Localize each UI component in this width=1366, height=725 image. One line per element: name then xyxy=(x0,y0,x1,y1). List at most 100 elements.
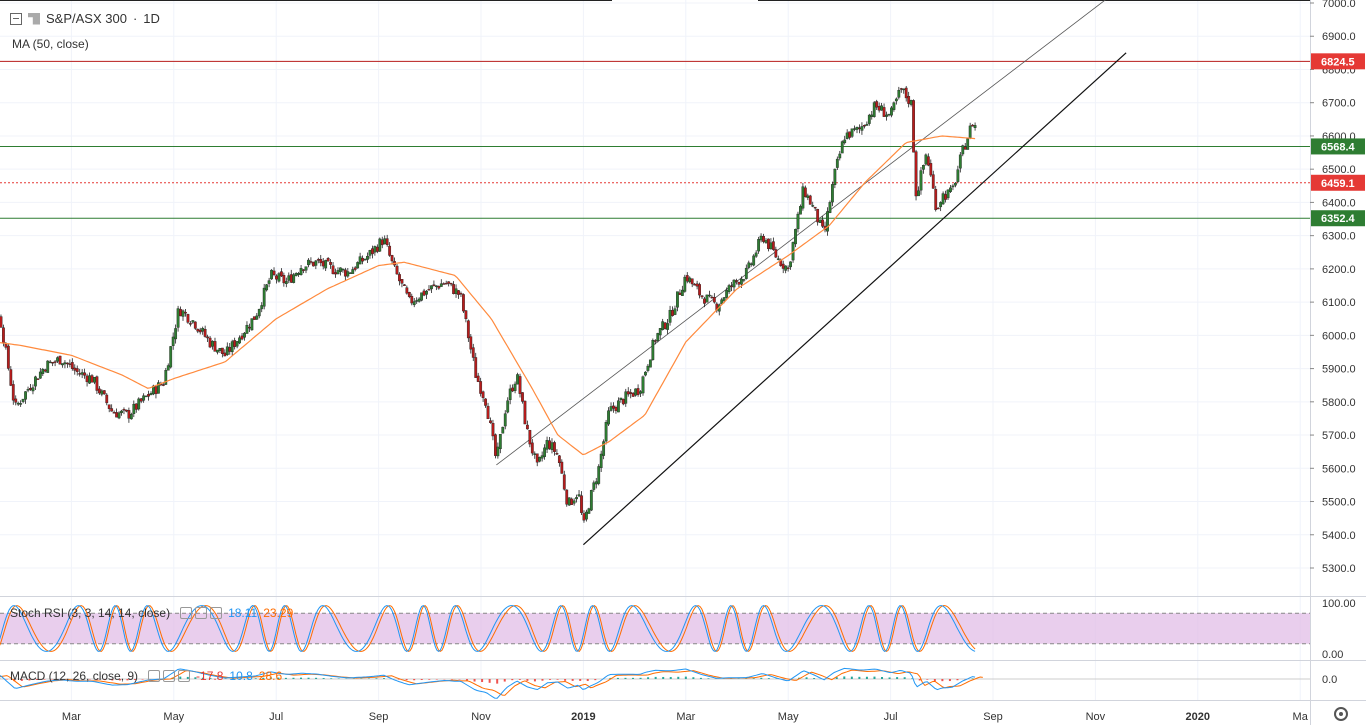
macd-label[interactable]: MACD (12, 26, close, 9) xyxy=(10,669,139,683)
candle-body xyxy=(331,265,335,275)
candle-body xyxy=(602,441,606,456)
macd-hist-bar xyxy=(699,677,702,679)
time-tick-label: Nov xyxy=(471,711,491,723)
candle-body xyxy=(447,281,451,284)
candle-body xyxy=(619,397,623,400)
candle-body xyxy=(21,398,25,402)
candle-body xyxy=(255,315,259,320)
candle-body xyxy=(922,164,925,170)
candle-body xyxy=(280,271,283,277)
candle-body xyxy=(811,205,815,207)
candle-body xyxy=(93,377,96,383)
channel-lower-line xyxy=(582,52,1127,546)
stoch-label[interactable]: Stoch RSI (3, 3, 14, 14, close) xyxy=(10,606,171,620)
time-tick-label: Jul xyxy=(884,711,898,723)
ma-label[interactable]: MA (50, close) xyxy=(12,37,89,51)
settings-icon[interactable] xyxy=(163,670,176,682)
macd-hist-bar xyxy=(466,679,469,681)
candle-body xyxy=(890,107,893,116)
candle-body xyxy=(698,284,701,296)
macd-axis-label: 0.0 xyxy=(1322,674,1337,686)
candle-body xyxy=(494,434,497,456)
macd-hist-bar xyxy=(375,678,378,679)
candle-body xyxy=(614,407,618,411)
candle-body xyxy=(275,275,278,280)
candle-body xyxy=(137,398,141,410)
candle-body xyxy=(0,316,3,328)
candle-body xyxy=(757,239,761,252)
candle-body xyxy=(85,375,89,383)
eye-icon[interactable] xyxy=(148,670,161,682)
candle-body xyxy=(341,268,345,271)
candle-body xyxy=(427,289,431,291)
candle-body xyxy=(885,114,888,117)
ma50-line xyxy=(0,135,976,456)
candle-body xyxy=(648,359,652,368)
candle-body xyxy=(457,290,460,295)
macd-hist-bar xyxy=(805,677,808,679)
candle-body xyxy=(390,255,394,262)
candle-body xyxy=(398,274,401,282)
candle-body xyxy=(966,138,970,150)
settings-icon[interactable] xyxy=(195,607,208,619)
candle-body xyxy=(912,100,915,153)
candle-body xyxy=(548,440,551,449)
candle-body xyxy=(919,170,923,191)
candle-body xyxy=(368,250,372,256)
candle-body xyxy=(656,333,660,341)
eye-icon[interactable] xyxy=(180,607,193,619)
candle-body xyxy=(191,320,195,323)
candle-body xyxy=(658,328,662,336)
candle-body xyxy=(968,125,972,139)
candle-body xyxy=(799,206,802,215)
candle-body xyxy=(909,99,913,105)
candle-body xyxy=(828,202,832,213)
candle-body xyxy=(454,288,458,295)
candle-body xyxy=(939,202,943,208)
macd-hist-bar xyxy=(322,678,325,679)
candle-body xyxy=(831,184,834,203)
candle-body xyxy=(545,440,549,450)
candle-body xyxy=(496,446,500,457)
candle-body xyxy=(262,287,266,307)
candle-body xyxy=(845,132,849,139)
candle-body xyxy=(171,336,175,346)
candle-body xyxy=(348,272,352,274)
candle-body xyxy=(516,374,519,385)
candle-body xyxy=(688,277,692,283)
candle-body xyxy=(808,195,812,205)
candle-body xyxy=(282,275,286,284)
close-icon[interactable] xyxy=(210,607,223,619)
macd-legend: MACD (12, 26, close, 9) -17.8 10.8 28.6 xyxy=(10,669,282,683)
candle-body xyxy=(762,236,765,242)
candle-body xyxy=(196,328,200,332)
candle-body xyxy=(897,90,901,98)
macd-hist-bar xyxy=(420,679,423,680)
candle-body xyxy=(914,151,918,197)
candle-body xyxy=(506,400,510,413)
grid-lines xyxy=(0,0,1310,700)
macd-hist-bar xyxy=(428,679,431,680)
close-icon[interactable] xyxy=(178,670,191,682)
gear-icon[interactable] xyxy=(1334,707,1348,721)
candle-body xyxy=(607,410,610,425)
candle-body xyxy=(415,300,419,302)
candle-body xyxy=(245,324,249,334)
price-tick-label: 6200.0 xyxy=(1322,264,1356,276)
macd-hist-bar xyxy=(564,679,567,681)
collapse-icon[interactable] xyxy=(10,12,22,25)
macd-hist-bar xyxy=(405,679,408,681)
candle-body xyxy=(491,423,495,437)
time-tick-label: May xyxy=(163,711,184,723)
candle-body xyxy=(693,284,697,286)
macd-hist-bar xyxy=(118,679,121,681)
candle-body xyxy=(294,273,298,276)
candle-body xyxy=(560,461,564,474)
time-tick-label: Mar xyxy=(62,711,81,723)
candle-body xyxy=(284,281,288,284)
macd-hist-bar xyxy=(571,679,574,681)
candle-body xyxy=(575,497,578,500)
macd-hist-bar xyxy=(677,676,680,679)
candle-body xyxy=(432,284,436,286)
